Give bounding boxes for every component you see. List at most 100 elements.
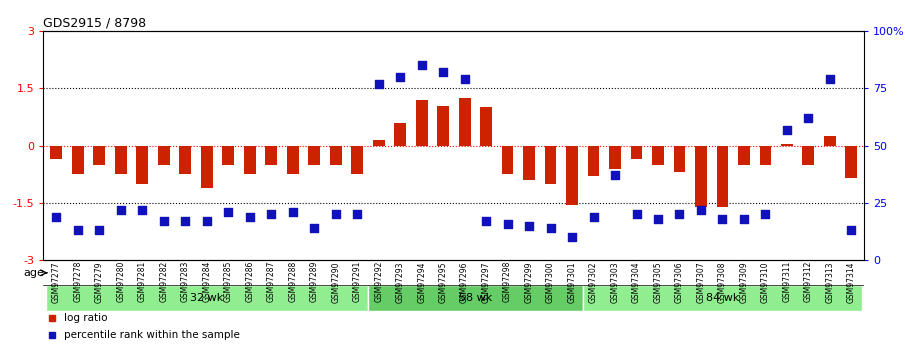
Point — [629, 211, 643, 217]
Point — [565, 235, 579, 240]
Text: GSM97280: GSM97280 — [117, 261, 125, 303]
Text: GSM97304: GSM97304 — [632, 261, 641, 303]
Bar — [653, 146, 664, 165]
Text: GSM97284: GSM97284 — [202, 261, 211, 303]
Point — [157, 218, 171, 224]
Text: GSM97310: GSM97310 — [761, 261, 770, 303]
Text: GSM97278: GSM97278 — [73, 261, 82, 303]
Text: GSM97299: GSM97299 — [525, 261, 534, 303]
Text: GSM97314: GSM97314 — [847, 261, 856, 303]
Text: GSM97288: GSM97288 — [288, 261, 297, 302]
Bar — [501, 146, 513, 174]
Bar — [201, 146, 213, 188]
Bar — [329, 146, 341, 165]
Bar — [545, 146, 557, 184]
Bar — [179, 146, 191, 174]
Bar — [673, 146, 685, 172]
Text: GSM97289: GSM97289 — [310, 261, 319, 303]
Text: GSM97296: GSM97296 — [460, 261, 469, 303]
Text: GSM97311: GSM97311 — [783, 261, 791, 303]
Text: GSM97308: GSM97308 — [718, 261, 727, 303]
Text: GSM97307: GSM97307 — [697, 261, 706, 303]
Text: age: age — [24, 268, 44, 278]
Point — [586, 214, 601, 219]
Bar — [71, 146, 84, 174]
Text: GSM97295: GSM97295 — [439, 261, 448, 303]
Bar — [137, 146, 148, 184]
Bar — [523, 146, 535, 180]
Point — [49, 214, 63, 219]
Point — [329, 211, 343, 217]
Text: GSM97277: GSM97277 — [52, 261, 61, 303]
Bar — [415, 100, 427, 146]
Point — [285, 209, 300, 215]
Text: GSM97306: GSM97306 — [675, 261, 684, 303]
Point — [715, 216, 729, 222]
Text: percentile rank within the sample: percentile rank within the sample — [64, 330, 240, 340]
Bar — [609, 146, 621, 169]
Text: GSM97294: GSM97294 — [417, 261, 426, 303]
Point — [264, 211, 279, 217]
Text: GSM97303: GSM97303 — [611, 261, 620, 303]
Text: GSM97302: GSM97302 — [589, 261, 598, 303]
Point — [737, 216, 751, 222]
Point — [135, 207, 149, 213]
Bar — [45, 285, 368, 310]
Text: 84 wk: 84 wk — [706, 293, 739, 303]
Point — [178, 218, 193, 224]
Point — [350, 211, 365, 217]
Point — [608, 172, 623, 178]
Text: GSM97297: GSM97297 — [481, 261, 491, 303]
Bar — [845, 146, 857, 178]
Point — [780, 127, 795, 132]
Point — [457, 76, 472, 82]
Bar — [93, 146, 105, 165]
Bar — [115, 146, 127, 174]
Bar — [351, 146, 363, 174]
Bar — [567, 146, 578, 205]
Text: GSM97313: GSM97313 — [825, 261, 834, 303]
Text: GSM97283: GSM97283 — [181, 261, 190, 303]
Text: 32 wk: 32 wk — [190, 293, 224, 303]
Bar — [481, 107, 492, 146]
Text: GSM97292: GSM97292 — [374, 261, 383, 303]
Bar — [738, 146, 750, 165]
Bar — [583, 285, 862, 310]
Bar — [437, 106, 449, 146]
Bar — [759, 146, 771, 165]
Point — [371, 81, 386, 87]
Text: log ratio: log ratio — [64, 313, 108, 323]
Text: GSM97287: GSM97287 — [267, 261, 276, 303]
Point — [844, 228, 859, 233]
Bar — [373, 140, 385, 146]
Point — [243, 214, 257, 219]
Point — [71, 228, 85, 233]
Text: GDS2915 / 8798: GDS2915 / 8798 — [43, 17, 147, 30]
Text: 58 wk: 58 wk — [459, 293, 492, 303]
Text: GSM97309: GSM97309 — [739, 261, 748, 303]
Bar — [243, 146, 255, 174]
Point — [758, 211, 773, 217]
Point — [500, 221, 515, 226]
Bar — [51, 146, 62, 159]
Bar — [824, 136, 836, 146]
Bar — [265, 146, 277, 165]
Text: GSM97298: GSM97298 — [503, 261, 512, 303]
Point — [543, 225, 557, 231]
Point — [479, 218, 493, 224]
Point — [92, 228, 107, 233]
Point — [307, 225, 321, 231]
Bar — [287, 146, 299, 174]
Point — [823, 76, 837, 82]
Point — [199, 218, 214, 224]
Bar — [309, 146, 320, 165]
Text: GSM97290: GSM97290 — [331, 261, 340, 303]
Point — [414, 63, 429, 68]
Bar — [395, 123, 406, 146]
Bar — [587, 146, 599, 176]
Point — [522, 223, 537, 229]
Bar — [631, 146, 643, 159]
Point — [113, 207, 128, 213]
Point — [436, 70, 451, 75]
Bar — [223, 146, 234, 165]
